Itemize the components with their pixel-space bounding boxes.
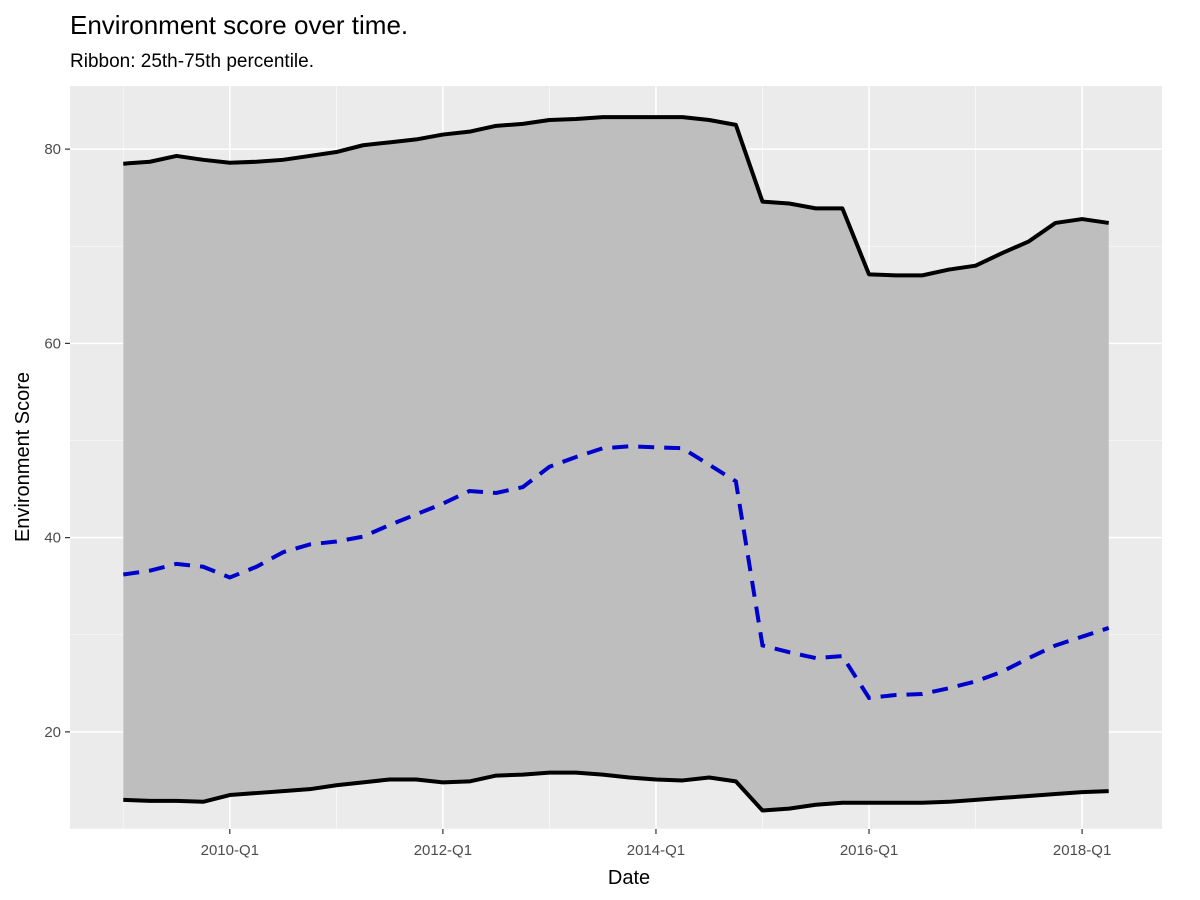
y-tick-label: 60 [44,335,61,352]
x-tick-label: 2018-Q1 [1053,842,1111,859]
percentile-ribbon [123,117,1109,811]
chart-subtitle: Ribbon: 25th-75th percentile. [70,51,314,72]
median-line [122,444,1110,701]
upper-percentile-line [123,115,1110,278]
x-tick-label: 2014-Q1 [627,842,685,859]
y-axis-title: Environment Score [12,372,34,542]
chart-title: Environment score over time. [70,10,408,40]
y-tick-label: 40 [44,530,61,547]
lower-percentile-line [123,770,1109,813]
x-tick-label: 2012-Q1 [414,842,472,859]
x-tick-label: 2010-Q1 [201,842,259,859]
x-axis: 2010-Q1 2012-Q1 2014-Q1 2016-Q1 2018-Q1 [201,829,1111,859]
x-tick-label: 2016-Q1 [840,842,898,859]
y-tick-label: 20 [44,724,61,741]
y-tick-label: 80 [44,141,61,158]
x-axis-title: Date [608,867,650,889]
y-axis: 20 40 60 80 [44,141,70,741]
